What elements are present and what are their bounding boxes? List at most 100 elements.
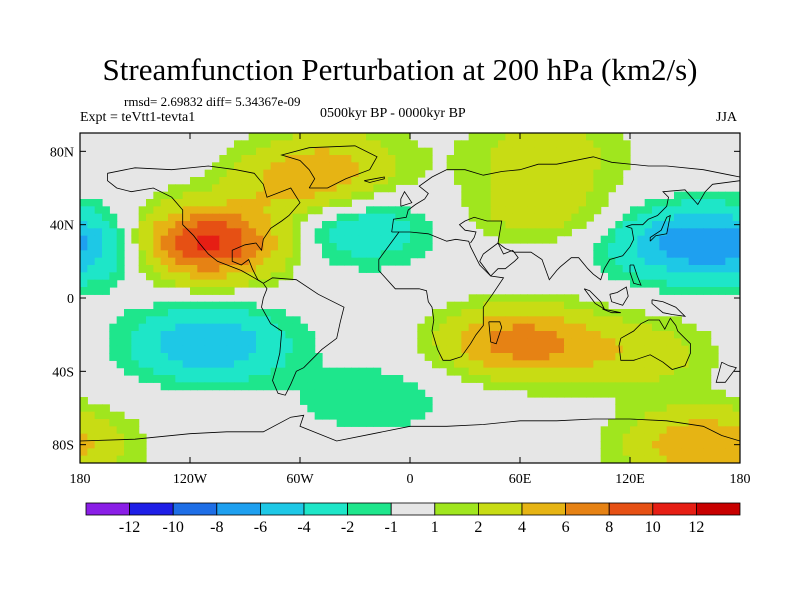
contour-cell — [138, 448, 147, 457]
contour-cell — [652, 411, 660, 420]
contour-cell — [336, 228, 345, 237]
contour-cell — [131, 235, 140, 244]
contour-cell — [351, 213, 360, 222]
contour-cell — [146, 235, 154, 244]
contour-cell — [652, 419, 660, 427]
contour-cell — [542, 199, 550, 207]
contour-cell — [505, 309, 514, 317]
contour-cell — [138, 316, 147, 325]
contour-cell — [703, 287, 712, 295]
contour-cell — [366, 184, 374, 193]
contour-cell — [380, 177, 389, 185]
contour-cell — [681, 419, 690, 427]
contour-cell — [681, 353, 690, 361]
contour-cell — [512, 375, 521, 383]
contour-cell — [696, 272, 704, 281]
contour-cell — [373, 235, 382, 244]
contour-cell — [659, 360, 668, 369]
contour-cell — [542, 206, 550, 215]
contour-cell — [659, 279, 668, 288]
contour-cell — [615, 169, 624, 178]
contour-cell — [270, 367, 279, 376]
contour-cell — [615, 331, 624, 339]
contour-cell — [87, 243, 96, 251]
contour-cell — [681, 206, 690, 215]
contour-cell — [520, 155, 528, 163]
contour-cell — [358, 257, 367, 266]
contour-cell — [652, 441, 660, 449]
contour-cell — [87, 279, 96, 288]
contour-cell — [608, 331, 616, 339]
contour-cell — [527, 235, 536, 244]
contour-cell — [608, 184, 616, 193]
contour-cell — [710, 221, 719, 229]
contour-cell — [424, 228, 433, 237]
contour-cell — [622, 257, 631, 266]
contour-cell — [197, 316, 206, 325]
contour-cell — [424, 243, 433, 251]
contour-cell — [688, 375, 697, 383]
contour-cell — [285, 360, 294, 369]
contour-cell — [718, 272, 726, 281]
contour-cell — [652, 272, 660, 281]
contour-cell — [571, 360, 580, 369]
contour-cell — [241, 206, 250, 215]
contour-cell — [637, 345, 646, 354]
contour-cell — [270, 221, 279, 229]
contour-cell — [468, 294, 477, 303]
contour-cell — [358, 177, 367, 185]
contour-cell — [564, 213, 572, 222]
contour-cell — [373, 397, 382, 405]
contour-cell — [395, 243, 404, 251]
contour-cell — [116, 228, 125, 237]
contour-cell — [307, 338, 316, 347]
contour-cell — [498, 301, 506, 310]
contour-cell — [153, 191, 162, 200]
contour-cell — [732, 235, 740, 244]
contour-cell — [292, 382, 301, 391]
contour-cell — [696, 221, 704, 229]
contour-cell — [659, 206, 668, 215]
contour-cell — [542, 353, 550, 361]
contour-cell — [527, 382, 536, 391]
contour-cell — [80, 235, 88, 244]
contour-cell — [270, 331, 279, 339]
contour-cell — [432, 345, 440, 354]
contour-cell — [674, 279, 682, 288]
contour-cell — [490, 155, 499, 163]
contour-cell — [710, 272, 719, 281]
contour-cell — [571, 353, 580, 361]
contour-cell — [652, 199, 660, 207]
contour-cell — [80, 404, 88, 413]
colorbar-label: -10 — [163, 519, 184, 536]
contour-cell — [146, 221, 154, 229]
contour-cell — [278, 243, 286, 251]
contour-cell — [549, 184, 558, 193]
contour-cell — [102, 228, 110, 237]
contour-cell — [358, 133, 367, 141]
contour-cell — [256, 235, 264, 244]
contour-cell — [212, 265, 220, 273]
contour-cell — [175, 265, 184, 273]
contour-cell — [358, 243, 367, 251]
contour-cell — [388, 419, 396, 427]
contour-cell — [527, 213, 536, 222]
contour-cell — [395, 177, 404, 185]
contour-cell — [388, 235, 396, 244]
contour-cell — [102, 250, 110, 259]
contour-cell — [571, 309, 580, 317]
contour-cell — [424, 331, 433, 339]
y-tick-label: 40S — [52, 365, 74, 380]
contour-cell — [432, 360, 440, 369]
contour-cell — [395, 257, 404, 266]
contour-cell — [556, 301, 565, 310]
contour-cell — [652, 397, 660, 405]
x-tick-label: 120W — [173, 472, 208, 487]
contour-cell — [219, 331, 228, 339]
contour-cell — [674, 455, 682, 463]
contour-cell — [87, 221, 96, 229]
contour-cell — [256, 279, 264, 288]
contour-cell — [710, 419, 719, 427]
contour-cell — [718, 411, 726, 420]
contour-cell — [380, 184, 389, 193]
